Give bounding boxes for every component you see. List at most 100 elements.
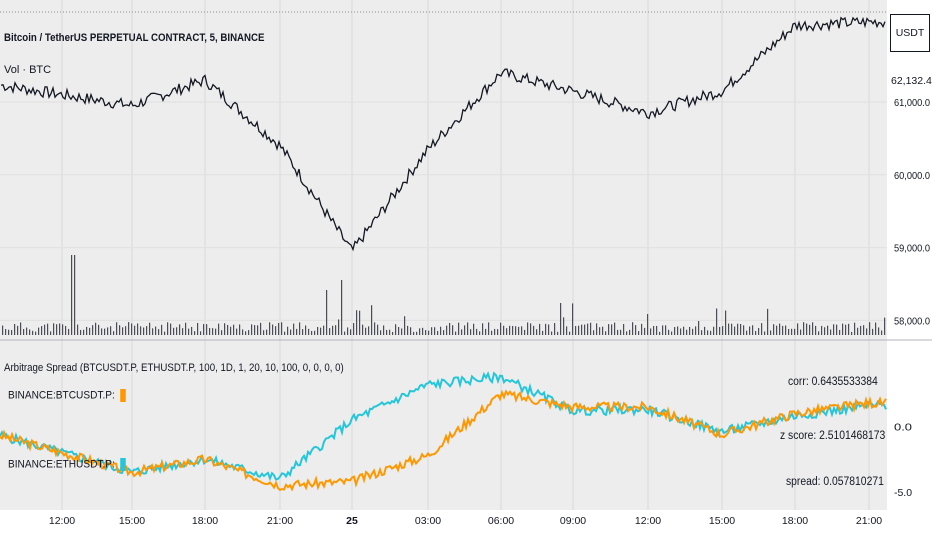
btc-series-label-row: BINANCE:BTCUSDT.P: xyxy=(8,389,126,402)
volume-bar xyxy=(884,317,886,335)
volume-bar xyxy=(257,325,259,335)
volume-bar xyxy=(749,326,751,335)
indicator-title[interactable]: Arbitrage Spread (BTCUSDT.P, ETHUSDT.P, … xyxy=(4,362,344,374)
volume-bar xyxy=(473,323,475,335)
volume-bar xyxy=(227,324,229,335)
eth-color-swatch xyxy=(120,458,126,471)
volume-bar xyxy=(710,330,712,335)
volume-bar xyxy=(752,325,754,335)
time-axis[interactable]: 12:00 15:00 18:00 21:00 25 03:00 06:00 09:00 12:… xyxy=(49,515,882,527)
volume-bar xyxy=(170,323,172,335)
volume-bar xyxy=(224,323,226,335)
volume-bar xyxy=(464,325,466,335)
volume-bar xyxy=(296,328,298,335)
volume-bar xyxy=(212,328,214,335)
volume-bar xyxy=(629,329,631,335)
volume-bar xyxy=(98,324,100,335)
eth-series-label-row: BINANCE:ETHUSDT.P: xyxy=(8,458,126,471)
volume-bar xyxy=(782,325,784,335)
volume-bar xyxy=(401,328,403,335)
series-btcusdt xyxy=(0,389,887,492)
volume-bar xyxy=(182,328,184,335)
indicator-axis[interactable]: 0.0 -5.0 xyxy=(894,422,912,499)
volume-bar xyxy=(521,326,523,335)
volume-bar xyxy=(578,325,580,335)
volume-bar xyxy=(470,329,472,335)
volume-bar xyxy=(524,329,526,335)
volume-label[interactable]: Vol · BTC xyxy=(4,64,52,76)
volume-bar xyxy=(791,328,793,335)
time-tick-9: 15:00 xyxy=(709,515,735,527)
currency-badge[interactable]: USDT xyxy=(890,14,930,52)
volume-bar xyxy=(509,325,511,335)
volume-bar xyxy=(176,327,178,335)
volume-bar xyxy=(131,323,133,335)
volume-bar xyxy=(320,327,322,335)
time-tick-3: 21:00 xyxy=(267,515,293,527)
volume-bar xyxy=(683,326,685,335)
volume-bar xyxy=(761,323,763,335)
volume-bar xyxy=(344,331,346,335)
volume-bar xyxy=(476,328,478,335)
volume-bar xyxy=(479,331,481,335)
volume-bar xyxy=(560,302,562,335)
volume-bar xyxy=(284,331,286,335)
volume-bar xyxy=(59,323,61,335)
volume-bar xyxy=(44,324,46,335)
time-tick-5: 03:00 xyxy=(415,515,441,527)
volume-bar xyxy=(821,325,823,335)
volume-bar xyxy=(806,323,808,335)
volume-bar xyxy=(554,323,556,335)
volume-bar xyxy=(581,324,583,335)
volume-bar xyxy=(641,323,643,335)
volume-bar xyxy=(89,327,91,335)
volume-bar xyxy=(551,331,553,335)
volume-bar xyxy=(383,325,385,335)
volume-bar xyxy=(506,328,508,335)
volume-bar xyxy=(770,330,772,335)
symbol-title[interactable]: Bitcoin / TetherUS PERPETUAL CONTRACT, 5… xyxy=(4,32,265,44)
price-axis[interactable]: 58,000.0 59,000.0 60,000.0 61,000.0 xyxy=(894,97,930,327)
volume-bar xyxy=(662,325,664,335)
volume-bar xyxy=(872,328,874,335)
volume-bar xyxy=(734,326,736,335)
volume-bar xyxy=(83,329,85,335)
volume-bar xyxy=(380,330,382,335)
volume-bar xyxy=(209,327,211,335)
indicator-tick-1: -5.0 xyxy=(894,487,912,499)
volume-bar xyxy=(674,327,676,335)
volume-bar xyxy=(419,328,421,335)
volume-bar xyxy=(713,326,715,335)
indicator-tick-0: 0.0 xyxy=(894,422,912,434)
volume-bar xyxy=(125,326,127,335)
volume-bar xyxy=(428,330,430,335)
volume-bar xyxy=(308,328,310,335)
volume-bar xyxy=(572,303,574,335)
volume-bar xyxy=(494,328,496,335)
volume-bar xyxy=(566,326,568,335)
price-series xyxy=(0,16,886,252)
volume-bar xyxy=(305,325,307,335)
volume-bar xyxy=(254,325,256,335)
volume-bar xyxy=(437,330,439,335)
volume-bar xyxy=(614,322,616,335)
volume-bar xyxy=(248,330,250,335)
volume-bar xyxy=(467,322,469,335)
volume-bar xyxy=(833,324,835,335)
volume-bar xyxy=(113,331,115,335)
volume-bar xyxy=(389,329,391,335)
volume-bar xyxy=(233,324,235,335)
volume-bar xyxy=(95,322,97,335)
volume-bar xyxy=(527,322,529,335)
volume-bar xyxy=(497,329,499,335)
volume-bar xyxy=(878,327,880,335)
volume-bar xyxy=(680,328,682,335)
time-tick-7: 09:00 xyxy=(560,515,586,527)
volume-bar xyxy=(449,322,451,335)
volume-bar xyxy=(275,326,277,335)
volume-bar xyxy=(563,317,565,335)
volume-bar xyxy=(104,328,106,335)
volume-bar xyxy=(362,324,364,335)
volume-bar xyxy=(461,329,463,335)
